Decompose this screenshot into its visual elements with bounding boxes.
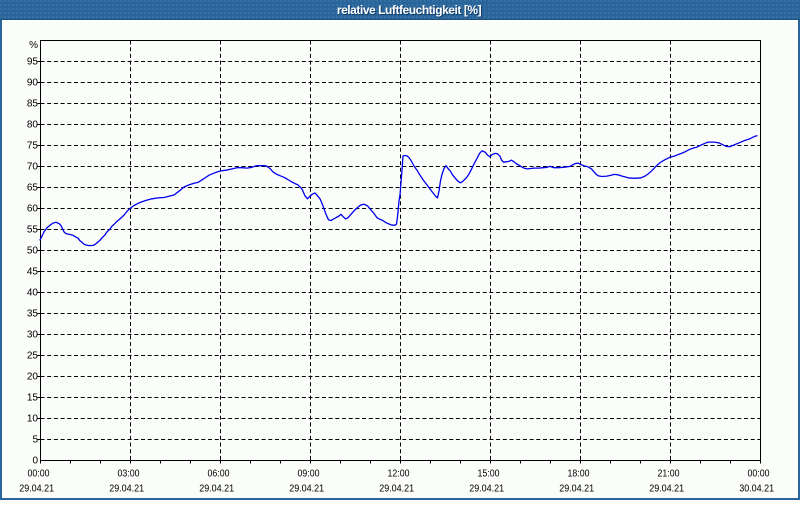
svg-text:29.04.21: 29.04.21	[469, 484, 504, 495]
svg-text:12:00: 12:00	[388, 469, 410, 480]
svg-text:85: 85	[27, 99, 39, 110]
svg-text:%: %	[29, 40, 38, 51]
svg-text:20: 20	[27, 372, 39, 383]
svg-text:45: 45	[27, 267, 39, 278]
svg-text:60: 60	[27, 204, 39, 215]
svg-text:25: 25	[27, 351, 39, 362]
svg-text:80: 80	[27, 120, 39, 131]
svg-text:29.04.21: 29.04.21	[199, 484, 234, 495]
svg-text:70: 70	[27, 162, 39, 173]
svg-text:00:00: 00:00	[748, 469, 770, 480]
svg-text:0: 0	[32, 456, 38, 467]
svg-text:15:00: 15:00	[478, 469, 500, 480]
svg-text:29.04.21: 29.04.21	[19, 484, 54, 495]
svg-text:55: 55	[27, 225, 39, 236]
svg-text:50: 50	[27, 246, 39, 257]
svg-text:29.04.21: 29.04.21	[289, 484, 324, 495]
svg-text:30: 30	[27, 330, 39, 341]
svg-text:21:00: 21:00	[658, 469, 680, 480]
svg-text:29.04.21: 29.04.21	[559, 484, 594, 495]
svg-text:29.04.21: 29.04.21	[649, 484, 684, 495]
svg-text:90: 90	[27, 78, 39, 89]
svg-text:15: 15	[27, 393, 39, 404]
svg-text:09:00: 09:00	[298, 469, 320, 480]
svg-text:03:00: 03:00	[118, 469, 140, 480]
svg-text:95: 95	[27, 57, 39, 68]
svg-text:29.04.21: 29.04.21	[109, 484, 144, 495]
svg-text:65: 65	[27, 183, 39, 194]
svg-text:06:00: 06:00	[208, 469, 230, 480]
svg-text:18:00: 18:00	[568, 469, 590, 480]
svg-text:30.04.21: 30.04.21	[739, 484, 774, 495]
svg-text:29.04.21: 29.04.21	[379, 484, 414, 495]
svg-text:00:00: 00:00	[28, 469, 50, 480]
svg-text:10: 10	[27, 414, 39, 425]
svg-text:35: 35	[27, 309, 39, 320]
svg-text:5: 5	[32, 435, 38, 446]
svg-text:75: 75	[27, 141, 39, 152]
svg-text:40: 40	[27, 288, 39, 299]
